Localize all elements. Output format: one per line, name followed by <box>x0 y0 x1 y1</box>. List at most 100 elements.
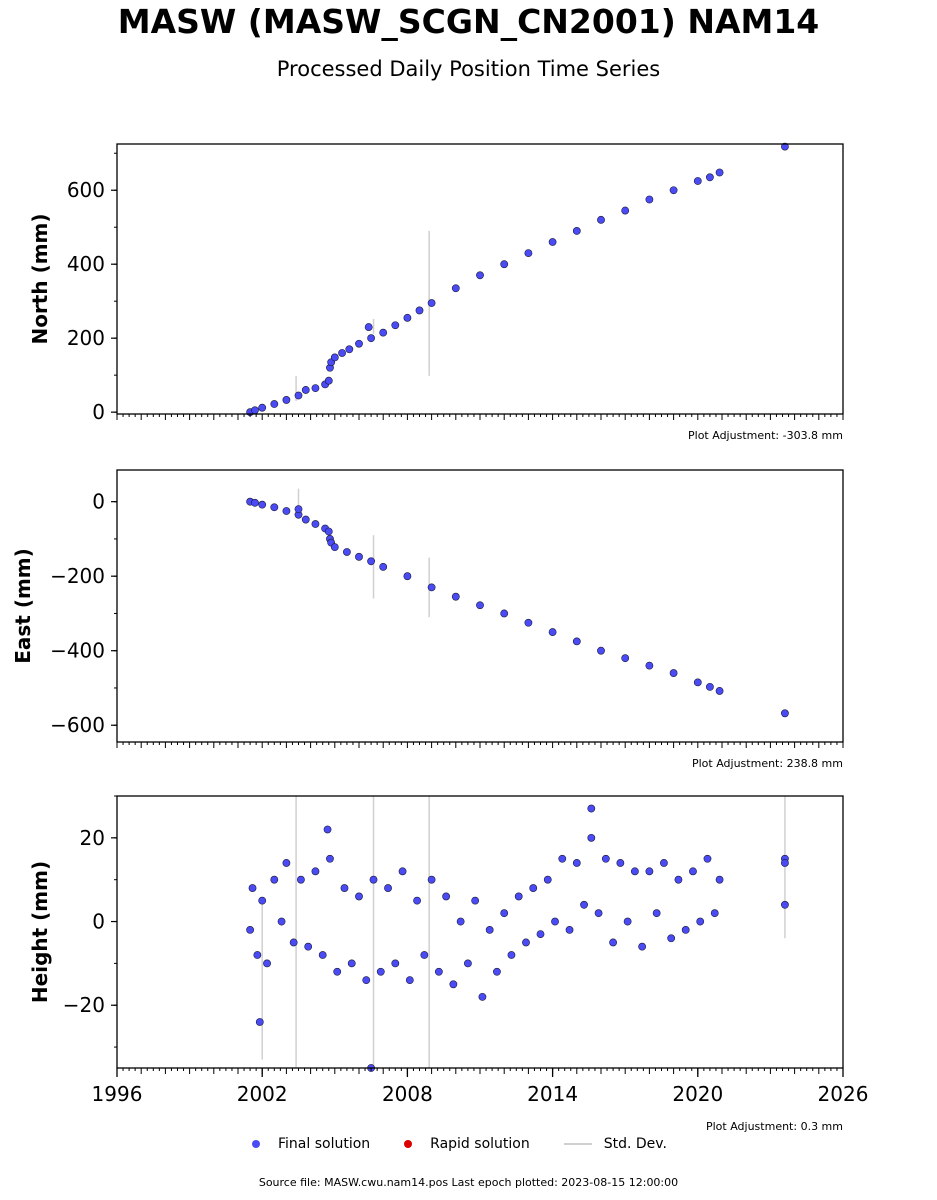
data-point <box>715 687 724 695</box>
data-point <box>301 515 310 524</box>
data-point <box>251 406 259 415</box>
data-point <box>294 505 303 514</box>
data-point <box>616 859 625 867</box>
data-point <box>706 173 714 182</box>
x-tick-label: 2002 <box>237 1082 288 1106</box>
data-point <box>587 833 596 842</box>
data-point <box>572 637 581 646</box>
data-point <box>258 896 267 905</box>
data-point <box>297 875 305 884</box>
data-point <box>514 892 523 901</box>
data-point <box>420 951 429 959</box>
data-point <box>318 951 327 959</box>
data-point <box>270 503 279 512</box>
plot-adjustment: Plot Adjustment: -303.8 mm <box>688 429 843 442</box>
data-point <box>413 896 421 905</box>
data-point <box>263 959 271 968</box>
data-point <box>660 859 668 867</box>
data-point <box>282 396 291 404</box>
plot-adjustment: Plot Adjustment: 0.3 mm <box>706 1120 843 1133</box>
x-tick-label: 2008 <box>382 1082 433 1106</box>
data-point <box>500 260 509 269</box>
legend-final: Final solution <box>252 1136 370 1152</box>
data-point <box>524 618 533 627</box>
data-point <box>674 875 683 884</box>
data-point <box>706 682 714 691</box>
data-point <box>304 942 313 951</box>
data-point <box>398 867 407 876</box>
y-tick-label: −400 <box>50 639 105 663</box>
data-point <box>696 917 705 926</box>
data-point <box>258 500 267 509</box>
data-point <box>548 628 557 636</box>
data-point <box>645 661 654 670</box>
data-point <box>345 345 354 354</box>
data-point <box>376 967 385 976</box>
data-point <box>333 967 342 976</box>
data-point <box>369 875 378 884</box>
data-point <box>311 520 320 528</box>
data-point <box>415 306 424 315</box>
data-point <box>442 892 451 901</box>
data-point <box>572 859 581 867</box>
data-point <box>384 884 392 892</box>
x-tick-label: 2026 <box>818 1082 869 1106</box>
x-tick-label: 2014 <box>527 1082 578 1106</box>
data-point <box>693 678 702 687</box>
data-point <box>558 854 567 863</box>
data-point <box>621 206 630 215</box>
data-point <box>507 951 516 959</box>
legend-rapid: Rapid solution <box>404 1136 530 1152</box>
source-note: Source file: MASW.cwu.nam14.pos Last epo… <box>258 1176 679 1189</box>
data-point <box>434 967 443 976</box>
data-point <box>536 930 545 938</box>
data-point <box>493 967 501 976</box>
data-point <box>463 959 472 968</box>
data-point <box>340 884 349 892</box>
data-point <box>282 859 291 867</box>
data-point <box>391 321 400 330</box>
data-point <box>597 215 605 224</box>
data-point <box>485 926 494 934</box>
data-point <box>597 646 605 655</box>
data-point <box>324 527 333 536</box>
data-point <box>248 884 257 892</box>
data-point <box>277 917 286 926</box>
data-point <box>270 875 279 884</box>
data-point <box>548 238 557 246</box>
data-point <box>367 334 375 343</box>
data-point <box>693 177 702 185</box>
legend-std: Std. Dev. <box>563 1136 667 1152</box>
y-tick-label: −20 <box>63 993 105 1017</box>
data-point <box>621 654 630 663</box>
data-point <box>781 709 789 718</box>
data-point <box>347 959 356 968</box>
data-point <box>330 543 339 552</box>
data-point <box>500 909 509 918</box>
data-point <box>326 854 334 863</box>
data-point <box>669 669 678 677</box>
data-point <box>391 959 400 968</box>
data-point <box>781 142 789 151</box>
data-point <box>451 592 460 601</box>
data-point <box>456 917 465 926</box>
y-tick-label: 0 <box>92 490 105 514</box>
data-point <box>623 917 632 926</box>
data-point <box>403 313 412 322</box>
data-point <box>572 227 581 235</box>
data-point <box>476 271 484 280</box>
data-point <box>551 917 559 926</box>
data-point <box>689 867 697 876</box>
data-point <box>301 386 310 394</box>
data-point <box>781 900 789 909</box>
data-point <box>703 854 712 863</box>
data-point <box>645 867 654 876</box>
y-tick-label: 400 <box>67 252 105 276</box>
data-point <box>667 934 676 943</box>
data-point <box>669 186 678 195</box>
final-marker-icon <box>252 1140 260 1148</box>
data-point <box>630 867 639 876</box>
data-point <box>355 892 363 901</box>
data-point <box>367 557 375 566</box>
data-point <box>427 875 436 884</box>
